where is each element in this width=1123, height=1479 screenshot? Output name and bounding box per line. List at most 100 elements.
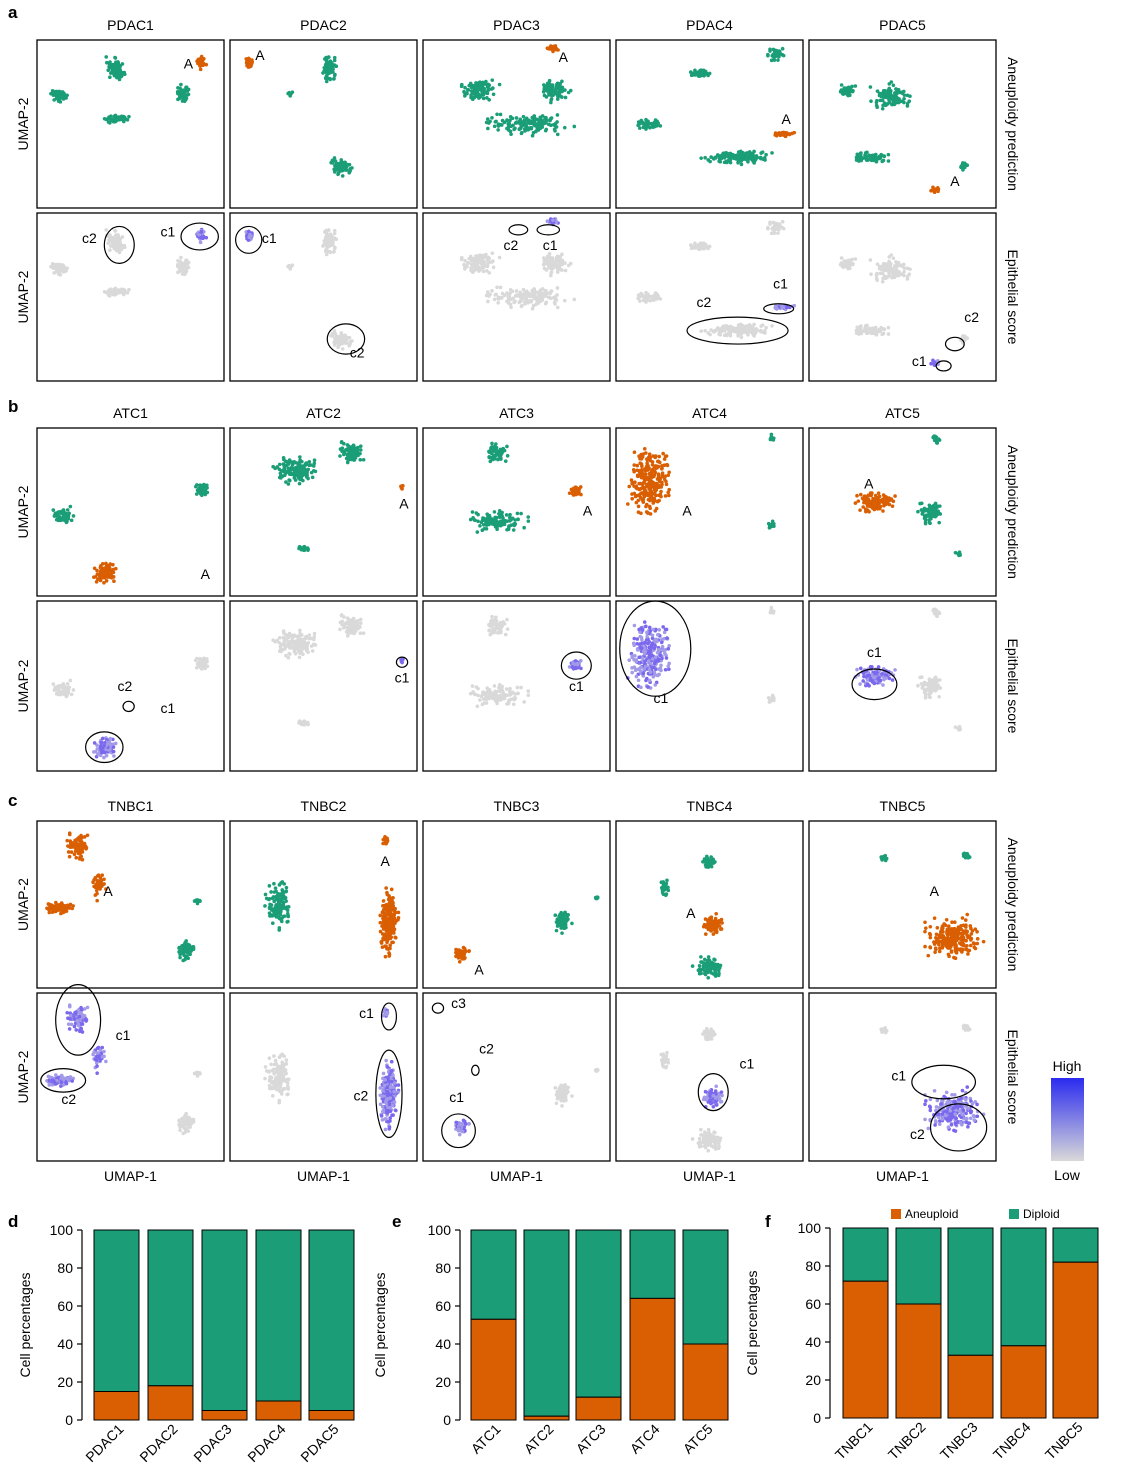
umap-point <box>563 95 568 100</box>
umap-point <box>71 688 76 692</box>
umap-point <box>326 55 331 59</box>
umap-point <box>546 122 551 127</box>
umap-point <box>664 627 669 632</box>
umap-point <box>493 120 498 124</box>
row-label-aneuploidy: Aneuploidy prediction <box>1005 57 1021 191</box>
umap-point <box>661 625 665 629</box>
umap-point <box>659 668 663 673</box>
umap-point <box>766 225 770 230</box>
umap-point <box>198 235 203 240</box>
umap-point <box>648 670 653 675</box>
umap-point <box>893 97 897 101</box>
umap-point <box>508 115 513 119</box>
umap-point <box>858 682 862 686</box>
umap-point <box>771 609 776 614</box>
umap-point <box>459 257 464 262</box>
umap-point <box>650 460 655 464</box>
umap-point <box>641 497 646 502</box>
umap-point <box>555 270 560 274</box>
umap-point <box>517 294 522 298</box>
umap-point <box>508 686 512 691</box>
umap-point <box>312 635 317 639</box>
umap-point <box>660 471 665 475</box>
umap-point <box>108 233 112 237</box>
umap-point <box>706 158 711 162</box>
umap-point <box>659 467 664 471</box>
umap-point <box>336 341 341 345</box>
umap-point <box>51 682 56 686</box>
umap-point <box>176 91 180 96</box>
umap-point <box>499 456 503 460</box>
umap-point <box>646 477 651 482</box>
umap-point <box>574 488 578 493</box>
umap-point <box>874 273 879 278</box>
umap-point <box>56 692 61 697</box>
umap-point <box>56 518 61 523</box>
umap-point <box>334 64 339 69</box>
umap-point <box>58 267 63 272</box>
umap-point <box>637 655 641 660</box>
umap-point <box>469 268 473 273</box>
umap-point <box>288 478 292 483</box>
umap-point <box>485 519 489 523</box>
umap-point <box>739 162 744 167</box>
umap-point <box>541 89 546 94</box>
umap-point <box>106 567 110 572</box>
umap-point <box>688 243 693 247</box>
umap-point <box>902 270 906 274</box>
umap-point <box>470 256 474 261</box>
umap-point <box>71 514 76 518</box>
umap-point <box>882 503 886 508</box>
cluster-ellipse <box>326 323 366 355</box>
umap-point <box>502 293 507 298</box>
umap-point <box>481 92 486 97</box>
umap-point <box>334 335 338 340</box>
umap-point <box>880 279 885 284</box>
umap-point <box>552 300 557 305</box>
umap-point <box>519 685 523 690</box>
umap-point <box>560 95 564 99</box>
umap-point <box>472 95 477 100</box>
umap-point <box>508 302 513 307</box>
umap-point <box>869 99 873 103</box>
umap-point <box>511 702 516 707</box>
umap-point <box>297 721 301 725</box>
umap-point <box>696 246 700 250</box>
umap-point <box>722 151 727 155</box>
umap-point <box>781 132 786 136</box>
umap-point <box>922 508 927 513</box>
umap-point <box>102 743 106 748</box>
umap-point <box>277 636 282 640</box>
umap-point <box>854 155 859 160</box>
umap-point <box>329 160 334 165</box>
umap-point <box>651 491 656 496</box>
umap-point <box>894 101 898 105</box>
umap-point <box>766 52 770 57</box>
umap-point <box>178 86 182 91</box>
umap-point <box>92 566 97 571</box>
umap-point <box>639 293 644 298</box>
sample-title: ATC1 <box>113 405 148 421</box>
umap-point <box>923 518 928 522</box>
umap-point <box>61 682 66 686</box>
umap-point <box>179 95 183 100</box>
umap-point <box>125 118 130 122</box>
umap-point <box>491 86 495 90</box>
umap-point <box>957 553 961 558</box>
umap-point <box>768 222 772 226</box>
umap-point <box>69 518 74 523</box>
sample-title: ATC3 <box>499 405 534 421</box>
umap-point <box>875 105 879 110</box>
umap-point <box>688 70 693 74</box>
umap-point <box>660 656 664 661</box>
umap-point <box>487 98 491 102</box>
umap-point <box>332 329 337 333</box>
umap-point <box>485 91 490 96</box>
umap-point <box>475 704 480 709</box>
umap-point <box>323 236 328 240</box>
umap-point <box>51 91 56 96</box>
aneuploid-label: A <box>583 502 593 518</box>
umap-point <box>656 649 661 654</box>
umap-point <box>551 85 555 89</box>
umap-point <box>51 264 56 269</box>
